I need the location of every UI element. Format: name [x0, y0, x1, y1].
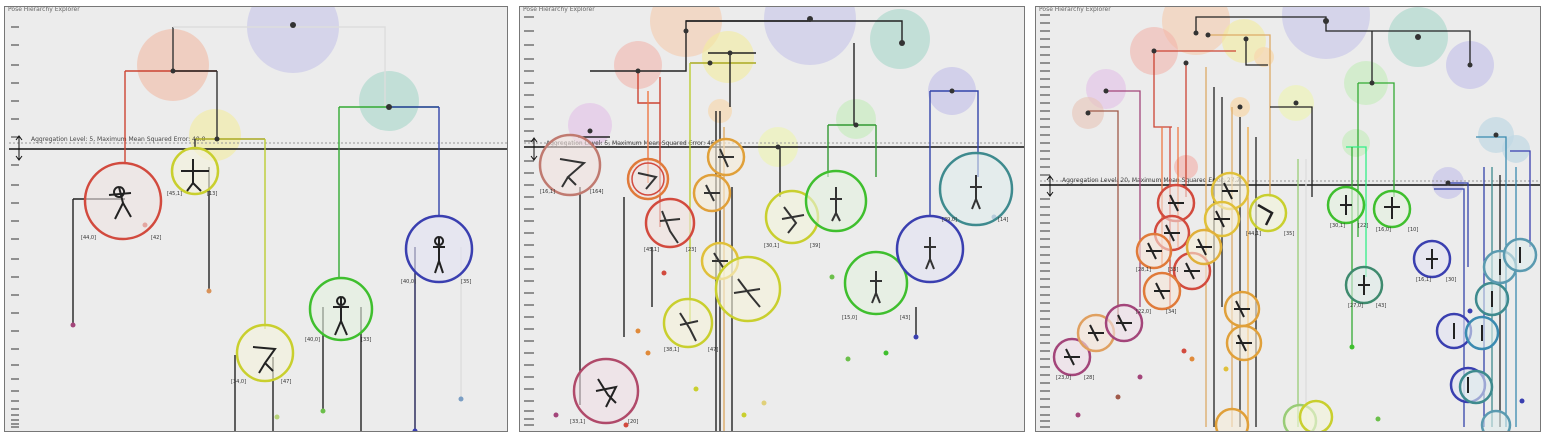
cluster-label: [30,1]: [764, 243, 779, 249]
error-axis: [524, 16, 534, 426]
pose-cluster[interactable]: [644, 197, 696, 249]
pose-cluster[interactable]: [1223, 290, 1261, 328]
cluster-label: [27,0]: [1348, 303, 1363, 309]
cluster-label: [43]: [900, 315, 910, 321]
pose-cluster[interactable]: [804, 169, 868, 233]
pose-cluster[interactable]: [938, 151, 1014, 227]
aggregation-label: Aggregation Level: 5, Maximum Mean Squar…: [546, 140, 721, 147]
cluster-label: [20]: [628, 419, 638, 425]
error-axis: [11, 26, 19, 428]
hierarchy-panel-1: Aggregation Level: 5, Maximum Mean Squar…: [4, 6, 508, 432]
cluster-label: [44,0]: [81, 235, 96, 241]
cluster-label: [40,0]: [401, 279, 416, 285]
pose-cluster[interactable]: [538, 133, 602, 197]
error-axis: [1040, 14, 1050, 428]
pose-cluster[interactable]: [1214, 407, 1250, 432]
cluster-label: [16,1]: [540, 189, 555, 195]
cluster-label: [33]: [361, 337, 371, 343]
pose-cluster[interactable]: [662, 297, 714, 349]
cluster-label: [45,1]: [167, 191, 182, 197]
pose-cluster[interactable]: [235, 323, 295, 383]
pose-cluster[interactable]: [1185, 228, 1223, 266]
pose-cluster[interactable]: [1052, 337, 1092, 377]
pose-cluster[interactable]: [404, 214, 474, 284]
threshold-handle-icon[interactable]: [1046, 175, 1054, 197]
cluster-label: [28]: [1084, 375, 1094, 381]
pose-cluster[interactable]: [692, 173, 732, 213]
pose-cluster[interactable]: [1248, 193, 1288, 233]
cluster-label: [33]: [1168, 267, 1178, 273]
cluster-label: [35]: [1284, 231, 1294, 237]
dendrogram-nodes: [170, 22, 392, 142]
cluster-label: [33,1]: [570, 419, 585, 425]
pose-cluster[interactable]: [706, 137, 746, 177]
cluster-label: [22,0]: [1136, 309, 1151, 315]
pose-cluster[interactable]: [1372, 189, 1412, 229]
cluster-label: [35]: [461, 279, 471, 285]
cluster-label: [15,0]: [842, 315, 857, 321]
cluster-label: [30]: [1446, 277, 1456, 283]
cluster-label: [39]: [810, 243, 820, 249]
pose-cluster[interactable]: [1203, 200, 1241, 238]
threshold-handle-icon[interactable]: [15, 135, 23, 161]
cluster-label: [22]: [1358, 223, 1368, 229]
cluster-label: [28,1]: [1136, 267, 1151, 273]
cluster-label: [44,1]: [1246, 231, 1261, 237]
hierarchy-panel-3: Aggregation Level: 20, Maximum Mean Squa…: [1035, 6, 1541, 432]
cluster-label: [45,1]: [644, 247, 659, 253]
panel-title: Pose Hierarchy Explorer: [1039, 6, 1111, 13]
pose-cluster[interactable]: [1104, 303, 1144, 343]
pose-cluster[interactable]: [843, 250, 909, 316]
threshold-handle-icon[interactable]: [530, 137, 538, 161]
pose-cluster[interactable]: [895, 214, 965, 284]
dendrogram-view-1[interactable]: Aggregation Level: 5, Maximum Mean Squar…: [5, 7, 508, 432]
cluster-label: [30,1]: [1330, 223, 1345, 229]
cluster-label: [47]: [281, 379, 291, 385]
cluster-label: [34,0]: [231, 379, 246, 385]
pose-cluster[interactable]: [308, 276, 374, 342]
pose-cluster[interactable]: [714, 255, 782, 323]
cluster-label: [38,1]: [664, 347, 679, 353]
pose-cluster[interactable]: [1135, 232, 1173, 270]
pose-cluster[interactable]: [1282, 399, 1334, 432]
pose-cluster[interactable]: [572, 357, 640, 425]
pose-cluster[interactable]: [1435, 237, 1538, 432]
pose-cluster[interactable]: [626, 157, 670, 201]
aggregation-label: Aggregation Level: 5, Maximum Mean Squar…: [31, 136, 206, 143]
cluster-label: [47]: [708, 347, 718, 353]
cluster-label: [164]: [590, 189, 603, 195]
hierarchy-panel-2: Aggregation Level: 5, Maximum Mean Squar…: [519, 6, 1025, 432]
pose-cluster[interactable]: [83, 161, 163, 241]
cluster-label: [42]: [151, 235, 161, 241]
pose-cluster[interactable]: [1142, 271, 1182, 311]
cluster-label: [40,0]: [305, 337, 320, 343]
dendrogram-view-3[interactable]: Aggregation Level: 20, Maximum Mean Squa…: [1036, 7, 1541, 432]
pose-cluster[interactable]: [1210, 171, 1250, 211]
pose-cluster[interactable]: [170, 146, 220, 196]
cluster-label: [10]: [1408, 227, 1418, 233]
cluster-bubble: [359, 71, 419, 131]
pose-cluster[interactable]: [1344, 265, 1384, 305]
dendrogram-view-2[interactable]: Aggregation Level: 5, Maximum Mean Squar…: [520, 7, 1025, 432]
cluster-label: [13]: [207, 191, 217, 197]
cluster-bubble: [247, 7, 339, 73]
pose-cluster[interactable]: [1225, 324, 1263, 362]
panel-title: Pose Hierarchy Explorer: [8, 6, 80, 13]
pose-cluster[interactable]: [1412, 239, 1452, 279]
cluster-label: [16,0]: [1376, 227, 1391, 233]
panel-title: Pose Hierarchy Explorer: [523, 6, 595, 13]
cluster-label: [14]: [998, 217, 1008, 223]
cluster-label: [23]: [686, 247, 696, 253]
cluster-label: [43]: [1376, 303, 1386, 309]
aggregation-label: Aggregation Level: 20, Maximum Mean Squa…: [1062, 177, 1240, 184]
cluster-label: [34]: [1166, 309, 1176, 315]
cluster-label: [39,0]: [942, 217, 957, 223]
cluster-label: [23,0]: [1056, 375, 1071, 381]
pose-cluster[interactable]: [1326, 185, 1366, 225]
leaf-markers: [1075, 308, 1525, 422]
cluster-label: [16,1]: [1416, 277, 1431, 283]
